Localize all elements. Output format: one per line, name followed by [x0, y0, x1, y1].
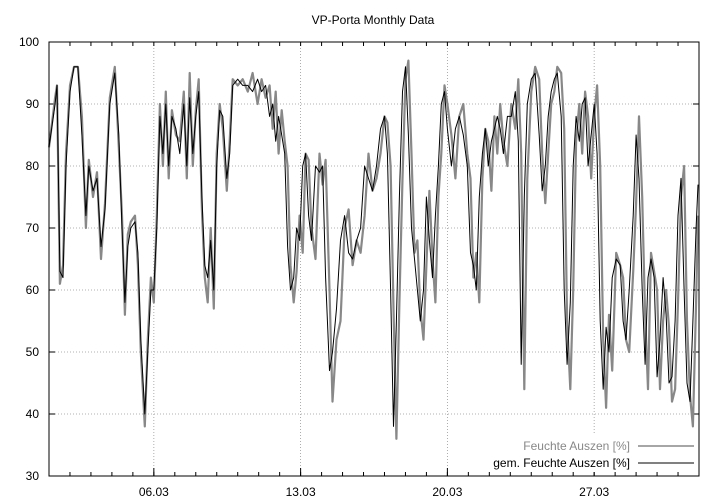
- legend: Feuchte Auszen [%] gem. Feuchte Auszen […: [460, 434, 698, 472]
- plot-frame: [48, 41, 700, 477]
- legend-label-raw: Feuchte Auszen [%]: [523, 439, 630, 453]
- y-tick-label: 60: [26, 283, 40, 297]
- x-tick-label: 13.03: [286, 485, 316, 499]
- series-lines: [47, 59, 700, 440]
- x-tick-label: 27.03: [579, 485, 609, 499]
- y-tick-label: 90: [26, 97, 40, 111]
- y-tick-label: 30: [26, 469, 40, 483]
- y-tick-label: 50: [26, 345, 40, 359]
- y-tick-label: 80: [26, 159, 40, 173]
- series-line-gem-feuchte-auszen: [48, 66, 699, 427]
- y-tick-label: 70: [26, 221, 40, 235]
- legend-label-avg: gem. Feuchte Auszen [%]: [493, 456, 630, 470]
- y-tick-label: 40: [26, 407, 40, 421]
- x-tick-label: 06.03: [139, 485, 169, 499]
- x-tick-label: 20.03: [432, 485, 462, 499]
- chart-title: VP-Porta Monthly Data: [312, 13, 435, 27]
- y-tick-label: 100: [19, 35, 39, 49]
